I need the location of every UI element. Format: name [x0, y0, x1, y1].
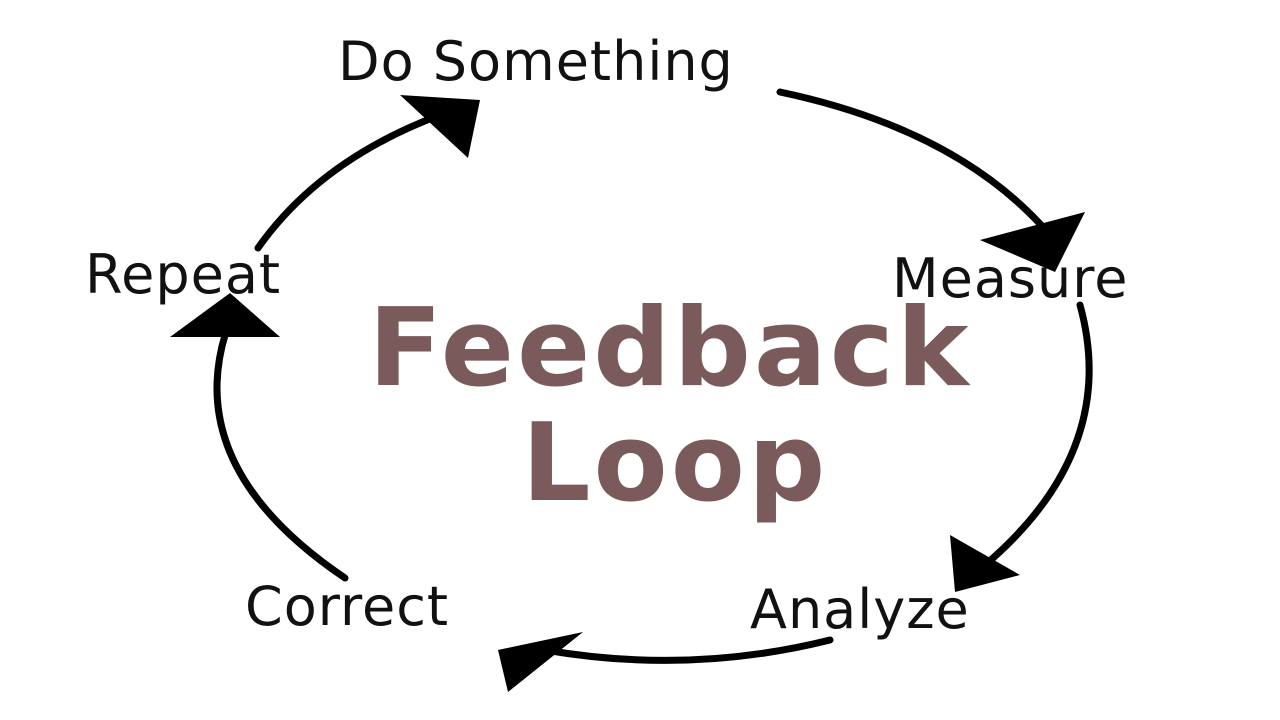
arc-do-something-to-measure — [776, 88, 1054, 239]
arrow-head-do-something — [400, 95, 480, 158]
step-label-measure: Measure — [892, 247, 1129, 310]
center-title-line-1: Feedback — [368, 286, 971, 411]
step-label-repeat: Repeat — [85, 243, 281, 306]
arrow-head-measure — [980, 212, 1085, 272]
arc-repeat-to-do-something — [254, 111, 444, 252]
step-label-correct: Correct — [245, 575, 449, 638]
center-title: Feedback Loop — [368, 286, 971, 526]
center-title-line-2: Loop — [522, 401, 829, 526]
arc-analyze-to-correct — [541, 636, 834, 664]
arrow-head-correct — [498, 632, 583, 692]
loop-arcs — [213, 88, 1093, 664]
arc-measure-to-analyze — [981, 301, 1093, 569]
arrow-head-analyze — [950, 535, 1020, 592]
arc-correct-to-repeat — [213, 331, 349, 582]
arrow-heads — [170, 95, 1085, 692]
arrow-head-repeat — [170, 293, 280, 337]
step-label-analyze: Analyze — [750, 578, 970, 641]
step-label-do-something: Do Something — [338, 30, 734, 93]
step-labels: Do Something Measure Analyze Correct Rep… — [85, 30, 1129, 641]
